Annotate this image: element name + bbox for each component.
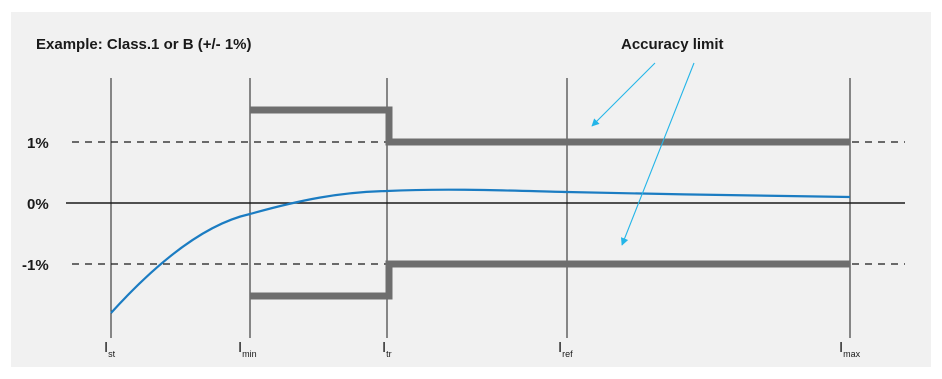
x-tick-iref: Iref <box>558 339 573 359</box>
y-tick-minus-1: -1% <box>22 257 49 274</box>
y-tick-plus-1: 1% <box>27 135 49 152</box>
arrow-to-upper-limit <box>591 62 656 127</box>
accuracy-limit-label: Accuracy limit <box>621 36 724 53</box>
y-tick-zero: 0% <box>27 196 49 213</box>
x-tick-imin: Imin <box>238 339 257 359</box>
x-tick-imax: Imax <box>839 339 861 359</box>
x-tick-itr: Itr <box>382 339 392 359</box>
upper-accuracy-limit <box>250 106 850 146</box>
arrow-to-lower-limit <box>620 62 695 246</box>
x-tick-ist: Ist <box>104 339 116 359</box>
lower-accuracy-limit <box>250 260 850 300</box>
diagram-title: Example: Class.1 or B (+/- 1%) <box>36 36 252 53</box>
error-curve <box>110 188 851 314</box>
